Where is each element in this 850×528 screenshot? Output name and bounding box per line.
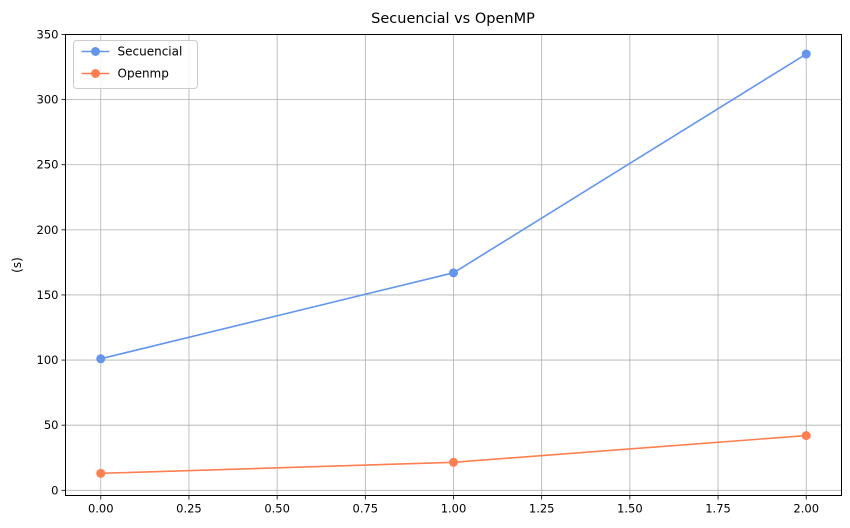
y-tick-label: 50 — [44, 418, 59, 432]
legend-label-secuencial: Secuencial — [118, 45, 183, 59]
data-point-secuencial — [449, 268, 458, 278]
legend-marker-secuencial — [91, 47, 100, 56]
x-tick-label: 0.50 — [264, 502, 290, 516]
y-tick-label: 300 — [37, 93, 59, 107]
data-point-openmp — [801, 431, 811, 441]
data-point-openmp — [96, 468, 106, 478]
y-tick-label: 100 — [37, 353, 59, 367]
y-tick-label: 200 — [37, 223, 59, 237]
legend: Secuencial Openmp — [73, 40, 198, 89]
y-axis-label: (s) — [10, 257, 24, 273]
chart-title: Secuencial vs OpenMP — [371, 11, 535, 27]
legend-label-openmp: Openmp — [118, 67, 169, 81]
x-tick-label: 1.00 — [441, 502, 467, 516]
x-tick-label: 2.00 — [793, 502, 819, 516]
x-tick-label: 1.25 — [529, 502, 555, 516]
y-tick-label: 250 — [37, 158, 59, 172]
legend-box — [73, 40, 198, 89]
y-tick-label: 150 — [37, 288, 59, 302]
x-tick-label: 0.25 — [176, 502, 202, 516]
y-tick-label: 0 — [51, 483, 58, 497]
x-tick-label: 0.00 — [88, 502, 114, 516]
x-tick-label: 1.75 — [705, 502, 731, 516]
data-point-secuencial — [96, 354, 106, 364]
data-point-secuencial — [801, 49, 811, 59]
data-point-openmp — [449, 457, 458, 467]
plot-series — [96, 49, 811, 478]
legend-marker-openmp — [91, 69, 100, 78]
axis-ticks: 0.00 0.25 0.50 0.75 1.00 1.25 1.50 1.75 2.00 0 50 1… — [37, 28, 819, 516]
grid — [65, 34, 842, 496]
y-tick-label: 350 — [37, 28, 59, 42]
x-tick-label: 0.75 — [353, 502, 379, 516]
x-tick-label: 1.50 — [617, 502, 643, 516]
